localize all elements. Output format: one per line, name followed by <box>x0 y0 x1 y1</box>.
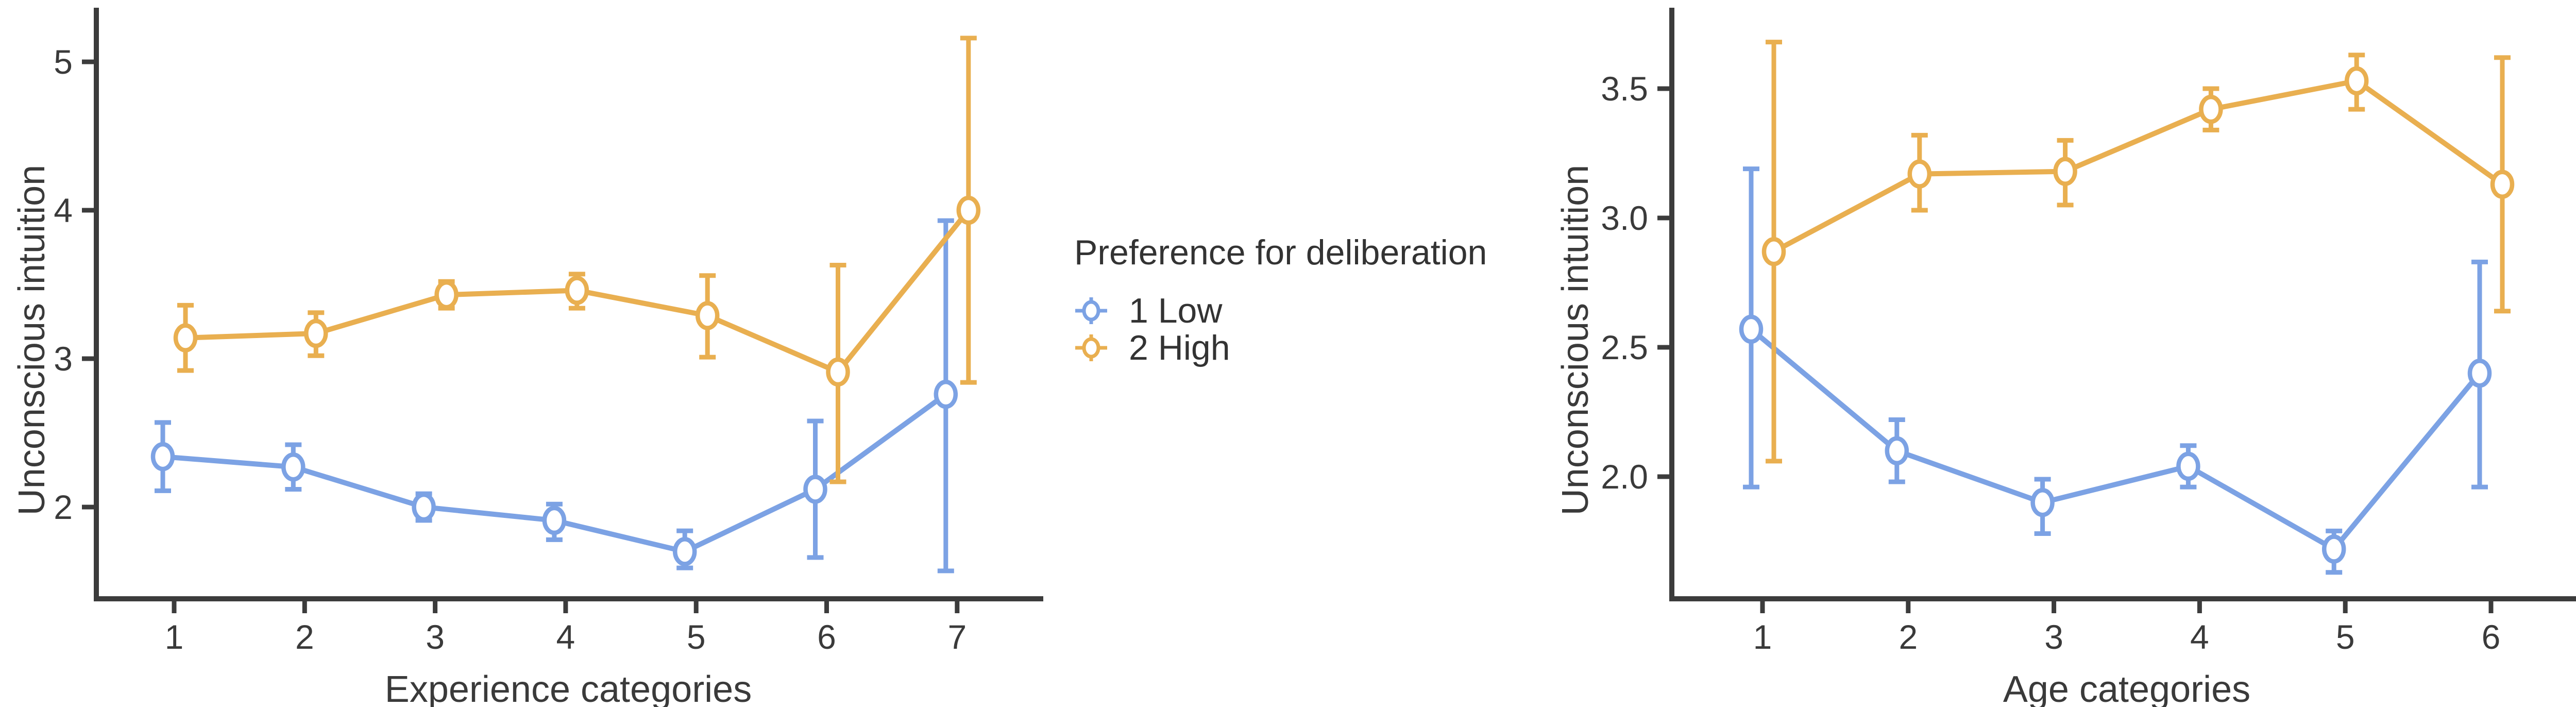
x-axis-label-experience: Experience categories <box>385 669 752 707</box>
legend-label-low: 1 Low <box>1129 291 1223 330</box>
legend-key-low-icon <box>1075 297 1107 324</box>
data-point <box>412 492 436 522</box>
legend-item-high: 2 High <box>1074 328 1502 367</box>
series-line-high <box>1772 78 2504 254</box>
experience-plot-area: 2 3 4 5 1 2 3 4 5 6 7 <box>54 8 1043 656</box>
data-point <box>956 195 981 225</box>
experience-chart: 2 3 4 5 1 2 3 4 5 6 7 Experience categories Uncons… <box>11 8 1043 707</box>
x-tick-label: 2 <box>295 618 314 656</box>
data-point <box>1761 237 1786 266</box>
x-tick-label: 1 <box>1753 618 1772 656</box>
y-tick-label: 3.5 <box>1601 70 1648 108</box>
data-point <box>173 323 198 352</box>
y-axis-label-left: Unconscious intuition <box>11 165 53 515</box>
data-point <box>2053 157 2077 186</box>
data-point <box>542 506 567 535</box>
legend-item-low: 1 Low <box>1074 291 1502 330</box>
data-point <box>672 537 697 566</box>
data-point <box>803 475 827 504</box>
y-tick-label: 2.0 <box>1601 458 1648 496</box>
x-tick-label: 2 <box>1899 618 1918 656</box>
data-point <box>434 280 459 310</box>
x-tick-label: 6 <box>2482 618 2501 656</box>
x-tick-label: 3 <box>426 618 445 656</box>
data-point <box>2490 170 2515 199</box>
age-plot-area: 2.0 2.5 3.0 3.5 1 2 3 4 5 6 <box>1601 8 2576 656</box>
data-point <box>2199 94 2223 124</box>
data-point <box>695 301 720 330</box>
y-tick-label: 3.0 <box>1601 199 1648 237</box>
legend-left: Preference for deliberation 1 Low 2 High <box>1074 233 1502 367</box>
x-tick-label: 4 <box>2190 618 2209 656</box>
data-point <box>2467 358 2492 388</box>
data-point <box>2344 66 2369 96</box>
x-tick-label: 5 <box>2336 618 2355 656</box>
data-point <box>565 276 589 305</box>
x-tick-label: 7 <box>947 618 967 656</box>
x-tick-label: 6 <box>817 618 836 656</box>
data-point <box>304 318 328 348</box>
data-point <box>2321 534 2346 564</box>
data-point <box>150 442 175 472</box>
legend-label-high: 2 High <box>1129 328 1230 367</box>
series-line-low <box>1749 327 2482 552</box>
data-point <box>1907 159 1932 189</box>
age-chart: 2.0 2.5 3.0 3.5 1 2 3 4 5 6 Age categories Uncons… <box>1555 8 2576 707</box>
data-point <box>826 357 850 387</box>
x-tick-label: 3 <box>2044 618 2063 656</box>
data-point <box>1885 436 1909 466</box>
data-point <box>934 379 958 409</box>
y-tick-label: 2.5 <box>1601 328 1648 366</box>
data-point <box>2030 487 2055 517</box>
x-tick-label: 1 <box>165 618 184 656</box>
x-tick-label: 4 <box>556 618 575 656</box>
y-tick-label: 4 <box>54 191 73 229</box>
y-tick-label: 5 <box>54 43 73 81</box>
data-point <box>2176 451 2200 481</box>
legend-title: Preference for deliberation <box>1074 233 1487 272</box>
data-point <box>1739 314 1764 344</box>
x-tick-label: 5 <box>687 618 706 656</box>
y-axis-label-right: Unconscious intuition <box>1555 165 1596 515</box>
y-tick-label: 2 <box>54 488 73 526</box>
legend-key-high-icon <box>1075 334 1107 361</box>
data-point <box>281 452 306 482</box>
y-tick-label: 3 <box>54 340 73 378</box>
x-axis-label-age: Age categories <box>2003 669 2250 707</box>
